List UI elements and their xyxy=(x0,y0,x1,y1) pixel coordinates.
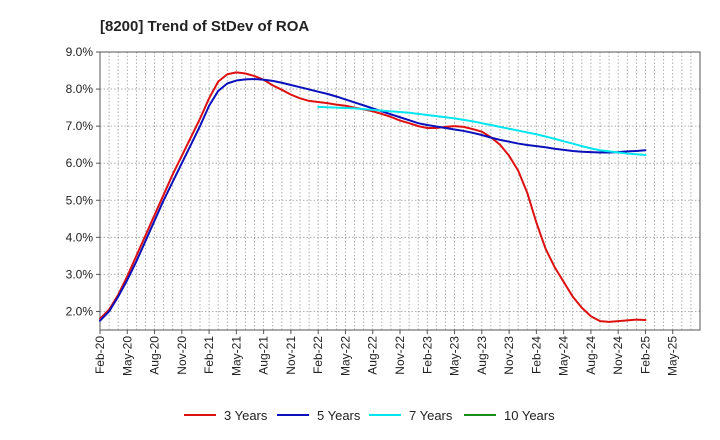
y-axis-ticks: 2.0% 3.0% 4.0% 5.0% 6.0% 7.0% 8.0% 9.0% xyxy=(66,45,100,318)
legend-label: 7 Years xyxy=(409,408,453,423)
x-tick-label: Nov-24 xyxy=(611,336,625,375)
legend-label: 5 Years xyxy=(317,408,361,423)
legend-label: 3 Years xyxy=(224,408,268,423)
x-tick-label: Aug-23 xyxy=(475,336,489,375)
x-tick-label: May-22 xyxy=(338,336,352,376)
chart-title: [8200] Trend of StDev of ROA xyxy=(100,18,309,35)
x-tick-label: May-25 xyxy=(666,336,680,376)
series-line-3-years xyxy=(99,71,647,323)
x-tick-label: May-21 xyxy=(229,336,243,376)
x-tick-label: Aug-21 xyxy=(257,336,271,375)
y-tick-label: 4.0% xyxy=(66,230,94,244)
x-tick-label: Feb-21 xyxy=(202,336,216,374)
x-tick-label: May-23 xyxy=(448,336,462,376)
x-tick-label: Nov-23 xyxy=(502,336,516,375)
x-tick-label: Feb-24 xyxy=(529,336,543,374)
grid-lines xyxy=(100,51,700,330)
x-tick-label: Nov-22 xyxy=(393,336,407,375)
x-tick-label: Aug-22 xyxy=(366,336,380,375)
x-tick-label: Feb-22 xyxy=(311,336,325,374)
y-tick-label: 2.0% xyxy=(66,304,94,318)
y-tick-label: 7.0% xyxy=(66,119,94,133)
x-tick-label: Feb-23 xyxy=(420,336,434,374)
x-tick-label: May-24 xyxy=(557,336,571,376)
x-tick-label: Feb-20 xyxy=(93,336,107,374)
series-line-5-years xyxy=(99,78,647,322)
y-tick-label: 9.0% xyxy=(66,45,94,59)
y-tick-label: 3.0% xyxy=(66,267,94,281)
y-tick-label: 8.0% xyxy=(66,82,94,96)
series-lines xyxy=(99,71,647,323)
x-tick-label: Aug-20 xyxy=(148,336,162,375)
x-axis-ticks: Feb-20 May-20 Aug-20 Nov-20 Feb-21 May-21 Aug-… xyxy=(93,330,680,376)
plot-area xyxy=(100,52,700,330)
series-line-7-years xyxy=(317,105,647,157)
x-tick-label: May-20 xyxy=(120,336,134,376)
x-tick-label: Aug-24 xyxy=(584,336,598,375)
y-tick-label: 5.0% xyxy=(66,193,94,207)
y-tick-label: 6.0% xyxy=(66,156,94,170)
x-tick-label: Nov-20 xyxy=(175,336,189,375)
legend-label: 10 Years xyxy=(504,408,555,423)
legend: 3 Years 5 Years 7 Years 10 Years xyxy=(184,408,555,423)
x-tick-label: Feb-25 xyxy=(638,336,652,374)
x-tick-label: Nov-21 xyxy=(284,336,298,375)
